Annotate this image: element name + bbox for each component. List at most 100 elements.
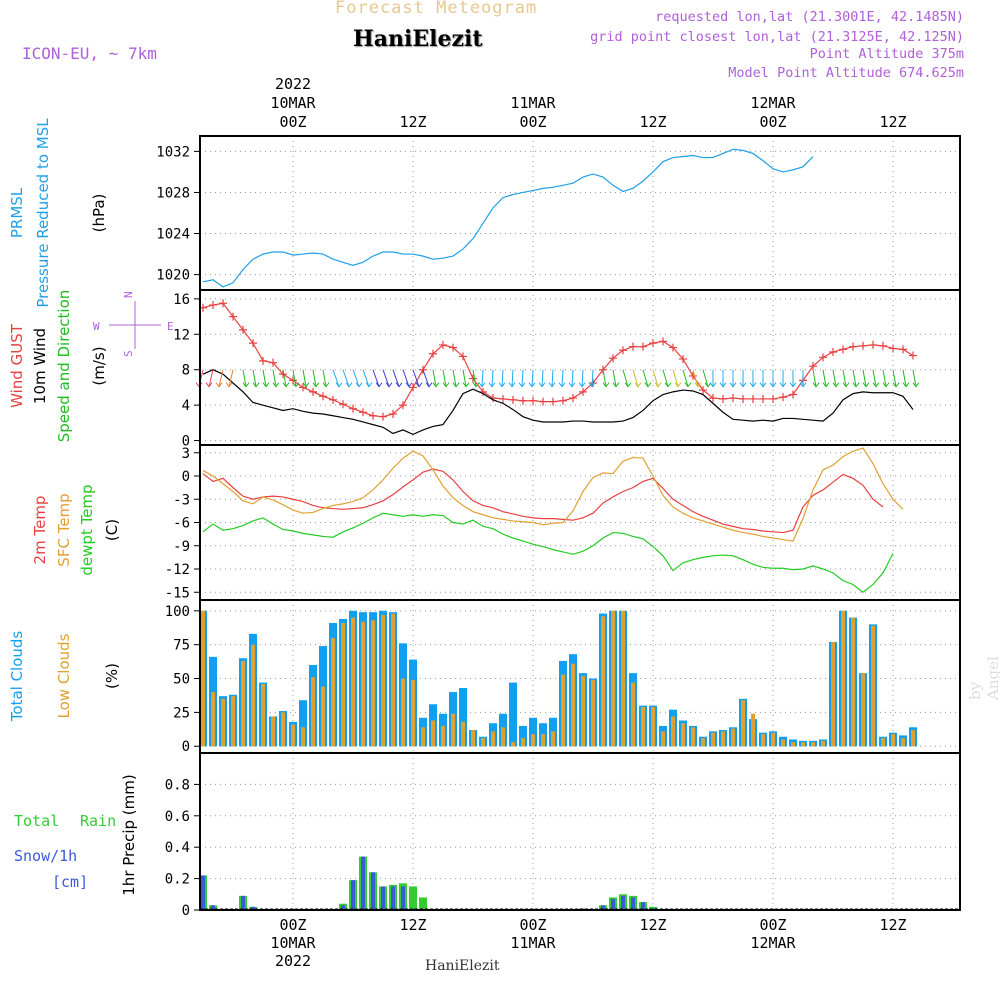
- wind-direction-arrow: [571, 369, 574, 387]
- wind-direction-arrow: [682, 369, 689, 387]
- gust-point: [469, 374, 477, 383]
- wind-arrowhead: [694, 382, 702, 388]
- wind-arrowhead: [345, 382, 353, 388]
- wind-direction-arrow: [392, 369, 400, 387]
- wind-direction-arrow: [531, 369, 534, 387]
- wind-direction-arrow: [581, 369, 584, 387]
- wind-direction-arrow: [422, 369, 430, 387]
- bar-low-clouds: [381, 614, 385, 747]
- wind-arrowhead: [779, 382, 787, 388]
- y-tick-label: 0.6: [165, 809, 190, 825]
- wind-arrowhead: [355, 382, 363, 388]
- wind-arrowhead: [452, 382, 460, 388]
- wind-arrowhead: [528, 382, 536, 388]
- wind-direction-arrow: [472, 369, 477, 387]
- bar-low-clouds: [671, 716, 675, 747]
- compass-east: E: [167, 320, 174, 333]
- wind-arrowhead: [312, 382, 320, 388]
- top-time-label: 12Z: [399, 113, 426, 131]
- gust-point: [869, 340, 877, 349]
- bar-snow-1h: [631, 897, 635, 910]
- gust-point: [659, 337, 667, 346]
- wind-arrowhead: [602, 382, 610, 388]
- bar-low-clouds: [811, 742, 815, 747]
- bottom-time-label: 11MAR: [510, 934, 556, 952]
- wind-direction-arrow: [352, 369, 360, 387]
- wind-direction-arrow: [882, 369, 887, 387]
- bar-low-clouds: [331, 637, 335, 747]
- wind-direction-arrow: [862, 369, 867, 387]
- bar-total-clouds: [519, 725, 527, 747]
- wind-direction-arrow: [491, 369, 494, 387]
- bar-low-clouds: [201, 610, 205, 747]
- gust-point: [399, 401, 407, 410]
- wind-arrowhead: [578, 382, 586, 388]
- panel-frame-precip: [199, 752, 961, 911]
- bar-low-clouds: [741, 700, 745, 747]
- gust-point: [619, 346, 627, 355]
- label-unit-ms: (m/s): [90, 346, 108, 385]
- wind-direction-arrow: [822, 369, 827, 387]
- bar-low-clouds: [541, 734, 545, 747]
- wind-arrowhead: [789, 382, 797, 388]
- gust-point: [559, 396, 567, 405]
- bar-snow-1h: [391, 886, 395, 910]
- wind-arrowhead: [548, 382, 556, 388]
- wind-direction-arrow: [362, 369, 370, 387]
- wind-direction-arrow: [912, 369, 917, 387]
- series-line-prmsl: [202, 148, 814, 288]
- wind-arrowhead: [432, 382, 440, 388]
- wind-direction-arrow: [852, 369, 857, 387]
- wind-arrowhead: [225, 382, 233, 388]
- wind-direction-arrow: [432, 369, 437, 387]
- gust-point: [429, 349, 437, 358]
- bar-low-clouds: [621, 610, 625, 747]
- label-dewpt-temp: dewpt Temp: [78, 484, 96, 575]
- top-time-label: 12Z: [639, 113, 666, 131]
- bar-total-clouds: [459, 688, 467, 747]
- label-total: Total: [14, 812, 59, 830]
- bar-low-clouds: [431, 720, 435, 747]
- bar-total-clouds: [299, 700, 307, 747]
- bar-low-clouds: [491, 731, 495, 747]
- label-pressure-msl: Pressure Reduced to MSL: [34, 118, 52, 308]
- wind-arrowhead: [729, 382, 737, 388]
- wind-direction-arrow: [312, 369, 317, 387]
- series-line-2m-temp: [202, 468, 884, 534]
- gust-point: [759, 394, 767, 403]
- wind-arrowhead: [588, 382, 596, 388]
- bar-low-clouds: [861, 673, 865, 747]
- gust-point: [779, 393, 787, 402]
- label-total-clouds: Total Clouds: [8, 631, 26, 723]
- label-cm: [cm]: [52, 873, 88, 891]
- gust-point: [899, 345, 907, 354]
- bar-low-clouds: [841, 610, 845, 747]
- bar-low-clouds: [501, 727, 505, 747]
- wind-direction-arrow: [412, 369, 420, 387]
- gust-point: [309, 387, 317, 396]
- wind-direction-arrow: [292, 369, 297, 387]
- wind-arrowhead: [852, 382, 860, 388]
- series-line-sfc-temp: [202, 447, 904, 542]
- wind-arrowhead: [215, 382, 223, 388]
- label-rain: Rain: [80, 812, 116, 830]
- panel-frame-wind: [199, 289, 961, 446]
- wind-direction-arrow: [612, 369, 617, 387]
- gust-point: [889, 344, 897, 353]
- wind-direction-arrow: [228, 369, 234, 387]
- top-time-label: 12Z: [879, 113, 906, 131]
- y-tick-label: 100: [165, 604, 190, 620]
- gust-point: [319, 392, 327, 401]
- wind-arrowhead: [739, 382, 747, 388]
- series-line-wind-gust: [202, 302, 914, 418]
- footer-station-name: HaniElezit: [425, 958, 500, 974]
- bar-low-clouds: [641, 706, 645, 747]
- bar-low-clouds: [421, 727, 425, 747]
- bar-low-clouds: [891, 734, 895, 747]
- label-10m-wind: 10m Wind: [31, 328, 49, 404]
- gust-point: [379, 412, 387, 421]
- wind-arrowhead: [385, 382, 393, 388]
- wind-arrowhead: [395, 382, 403, 388]
- bottom-time-label: 2022: [275, 952, 311, 970]
- bar-low-clouds: [401, 678, 405, 747]
